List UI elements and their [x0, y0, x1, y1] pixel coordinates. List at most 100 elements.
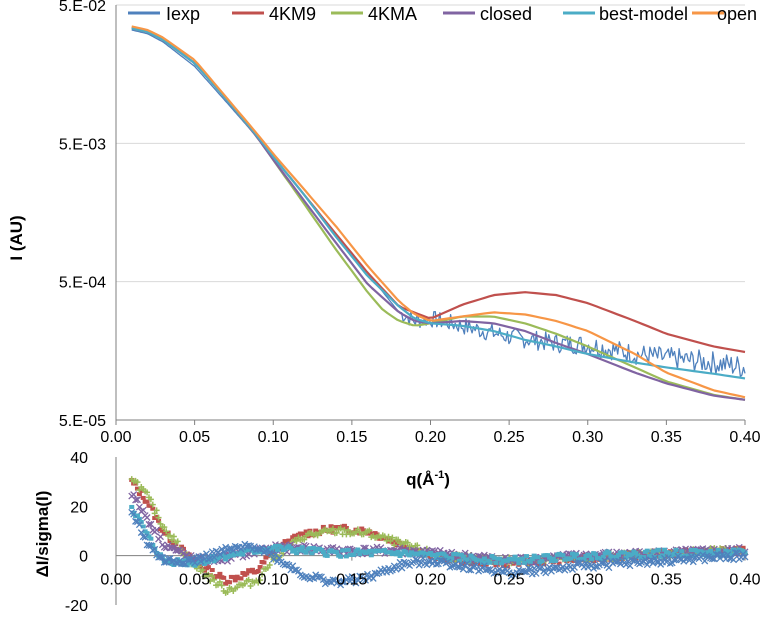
x-tick-label: 0.00	[100, 429, 131, 446]
residual-point	[345, 547, 351, 552]
residual-point	[205, 565, 211, 570]
residual-point	[226, 545, 233, 553]
residual-series-4km9	[129, 477, 748, 586]
residual-point	[275, 554, 283, 562]
residual-point	[341, 548, 347, 553]
residual-point	[205, 571, 212, 578]
residual-point	[560, 553, 566, 558]
residual-point	[464, 557, 470, 562]
residual-point	[210, 553, 218, 561]
residual-point	[404, 539, 411, 546]
residual-point	[400, 558, 408, 566]
residual-point	[146, 534, 152, 539]
legend-label-iexp: Iexp	[166, 4, 200, 24]
residual-point	[366, 527, 373, 534]
residual-point	[547, 555, 553, 560]
residual-point	[192, 563, 198, 568]
residual-point	[513, 569, 521, 577]
residual-point	[354, 526, 361, 533]
residual-point	[556, 561, 562, 566]
residual-point	[269, 547, 275, 552]
residual-point	[428, 550, 434, 555]
residual-point	[729, 552, 735, 557]
residual-point	[414, 542, 421, 549]
residual-point	[297, 548, 303, 553]
residual-point	[362, 576, 369, 584]
residual-point	[469, 563, 477, 571]
residual-point	[716, 554, 724, 562]
residual-point	[240, 552, 246, 557]
residual-point	[699, 551, 707, 559]
residual-point	[135, 521, 143, 529]
residual-point	[395, 549, 401, 554]
residual-point	[319, 576, 327, 584]
residual-point	[449, 556, 455, 561]
residual-point	[338, 554, 344, 559]
top-chart-tick-labels: 5.E-05 5.E-04 5.E-03 5.E-02 0.00 0.05 0.10 0.15…	[59, 0, 761, 446]
residual-point	[435, 552, 441, 557]
residual-x-tick-label: 0.20	[415, 572, 446, 589]
residual-point	[535, 562, 541, 567]
residual-point	[249, 567, 255, 572]
residual-point	[197, 557, 205, 565]
bottom-chart-series	[128, 476, 749, 596]
residual-point	[357, 552, 363, 557]
residual-point	[155, 514, 162, 521]
residual-point	[291, 566, 299, 574]
residual-point	[542, 569, 550, 577]
residual-point	[621, 550, 627, 555]
residual-point	[345, 527, 352, 534]
x-tick-label: 0.05	[179, 429, 210, 446]
residual-point	[221, 575, 227, 580]
residual-point	[539, 559, 545, 564]
residual-point	[538, 563, 546, 571]
residual-point	[265, 554, 271, 559]
residual-point	[703, 552, 711, 560]
residual-y-tick-label: -20	[65, 598, 88, 615]
legend-label-closed: closed	[480, 4, 532, 24]
x-tick-label: 0.25	[494, 429, 525, 446]
residual-point	[288, 546, 294, 551]
residual-point	[303, 550, 309, 555]
residual-point	[685, 556, 693, 564]
residual-point	[218, 582, 225, 589]
residual-point	[555, 566, 563, 574]
residual-point	[216, 550, 224, 558]
residual-point	[147, 496, 154, 503]
residual-point	[320, 524, 326, 529]
x-axis-title-q: q(Å-1)	[406, 469, 450, 489]
residual-point	[455, 552, 461, 557]
residual-point	[352, 579, 360, 587]
residual-x-tick-label: 0.30	[572, 572, 603, 589]
residual-point	[740, 545, 746, 550]
residual-x-tick-label: 0.10	[258, 572, 289, 589]
residual-point	[168, 536, 175, 543]
residual-point	[698, 549, 704, 554]
residual-point	[731, 549, 739, 557]
residual-point	[656, 547, 662, 552]
residual-point	[679, 549, 685, 554]
residual-point	[223, 557, 229, 562]
residual-point	[499, 561, 505, 566]
residual-point	[136, 516, 142, 521]
residual-point	[217, 571, 223, 576]
residual-point	[411, 555, 419, 563]
residual-point	[445, 556, 451, 561]
residual-point	[568, 556, 574, 561]
residual-point	[664, 554, 672, 562]
residual-point	[257, 565, 263, 570]
residual-point	[311, 545, 317, 550]
residual-point	[230, 553, 236, 558]
residual-point	[432, 552, 438, 557]
residual-point	[597, 559, 605, 567]
residual-point	[512, 554, 518, 559]
residual-point	[520, 556, 526, 561]
residual-point	[601, 557, 609, 565]
residual-point	[226, 553, 232, 558]
residual-point	[608, 554, 614, 559]
residual-point	[148, 503, 154, 508]
residual-point	[485, 558, 491, 563]
residual-point	[587, 553, 593, 558]
residual-point	[179, 544, 185, 549]
residual-point	[215, 574, 221, 579]
